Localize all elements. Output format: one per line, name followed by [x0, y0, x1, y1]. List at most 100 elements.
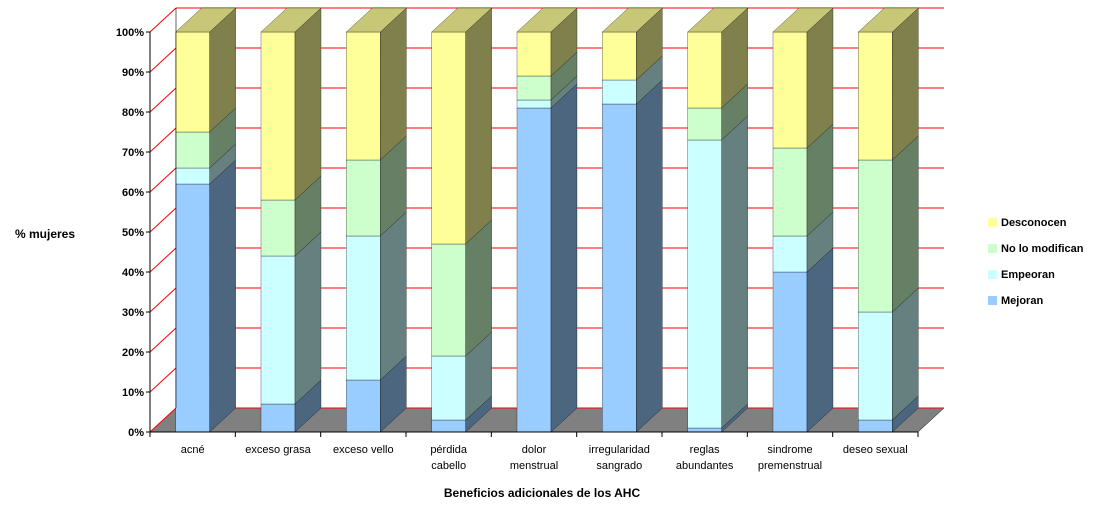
y-tick-label: 80%: [122, 107, 144, 119]
bar-top: [857, 7, 919, 33]
bar-side: [636, 79, 663, 433]
gridline-side: [149, 127, 177, 153]
bar-segment: [687, 115, 748, 429]
gridline-side: [149, 7, 177, 33]
legend-swatch: [988, 270, 997, 279]
bar-front: [431, 31, 466, 245]
bar-segment: [772, 123, 834, 237]
legend-swatch: [988, 244, 997, 253]
bar-segment: [602, 55, 663, 105]
y-tick-label: 10%: [122, 387, 144, 399]
bar-front: [516, 99, 552, 109]
x-tick-label-line: sindrome: [767, 444, 812, 456]
bar-side: [892, 135, 919, 313]
bar-front: [346, 31, 381, 161]
gridline-side: [149, 247, 177, 273]
bar-front: [346, 235, 381, 381]
legend-label: Desconocen: [1001, 217, 1067, 229]
bar-side: [806, 247, 834, 433]
bar-side: [550, 83, 578, 433]
bar-front: [687, 107, 722, 141]
bar-side: [209, 159, 236, 433]
gridline-side: [149, 327, 177, 353]
bar-segment: [858, 135, 919, 313]
bar-front: [602, 31, 637, 81]
bar-top: [772, 7, 834, 33]
bar-front: [260, 199, 296, 257]
x-tick-label-line: sangrado: [596, 460, 642, 472]
bar-side: [380, 211, 407, 381]
gridline-side: [149, 47, 177, 73]
bar-segment: [431, 219, 492, 357]
x-tick-label-line: acné: [181, 444, 205, 456]
bar-stack: [431, 7, 493, 433]
y-tick-label: 50%: [122, 227, 144, 239]
bar-segment: [772, 247, 834, 433]
bars: [175, 7, 919, 433]
bar-segment: [602, 79, 663, 433]
bar-top: [260, 7, 322, 33]
bar-front: [175, 183, 210, 433]
x-tick-label: reglas abundantes: [676, 444, 734, 472]
bar-front: [516, 75, 552, 101]
gridline-side: [149, 407, 177, 433]
bar-front: [175, 31, 210, 133]
bar-segment: [687, 7, 748, 109]
x-tick-label-line: abundantes: [676, 460, 734, 472]
bar-front: [772, 31, 808, 149]
x-tick-label-line: pérdida: [430, 444, 468, 456]
legend-swatch: [988, 218, 997, 227]
bar-top: [431, 7, 493, 33]
y-tick-label: 30%: [122, 307, 144, 319]
x-tick-label-line: reglas: [690, 444, 720, 456]
bar-front: [260, 31, 296, 201]
x-tick-label: dolor menstrual: [510, 444, 558, 472]
bar-front: [516, 31, 552, 77]
bar-side: [294, 231, 322, 405]
bar-segment: [346, 135, 407, 237]
x-tick-label-line: cabello: [431, 460, 466, 472]
bar-top: [345, 7, 407, 33]
y-tick-label: 90%: [122, 67, 144, 79]
bar-front: [687, 31, 722, 109]
bar-segment: [260, 379, 322, 433]
bar-front: [431, 419, 466, 433]
bar-stack: [345, 7, 407, 433]
x-tick-label-line: exceso vello: [333, 444, 394, 456]
bar-front: [772, 147, 808, 237]
y-tick-label: 20%: [122, 347, 144, 359]
bar-stack: [175, 7, 237, 433]
x-tick-label: exceso vello: [333, 444, 394, 456]
gridline-side: [149, 87, 177, 113]
bar-segment: [858, 287, 919, 421]
gridline-side: [149, 287, 177, 313]
bar-segment: [346, 355, 407, 433]
bar-stack: [601, 7, 663, 433]
bar-segment: [772, 7, 834, 149]
x-tick-label-line: menstrual: [510, 460, 558, 472]
bar-segment: [346, 7, 407, 161]
bar-stack: [260, 7, 322, 433]
bar-front: [772, 235, 808, 273]
legend-label: Mejoran: [1001, 295, 1043, 307]
legend-item: Desconocen: [988, 217, 1067, 229]
bar-segment: [516, 7, 578, 77]
legend-item: No lo modifican: [988, 243, 1084, 255]
bar-top: [175, 7, 237, 33]
x-tick-label: exceso grasa: [245, 444, 311, 456]
y-tick-label: 100%: [116, 27, 144, 39]
bar-segment: [260, 7, 322, 201]
bar-segment: [175, 107, 236, 169]
y-tick-labels: 0% 10% 20% 30% 40% 50% 60% 70% 80% 90% 100%: [116, 27, 144, 439]
axes: [146, 8, 919, 437]
bar-front: [687, 427, 722, 433]
bar-front: [858, 311, 893, 421]
bar-front: [346, 379, 381, 433]
legend-item: Empeoran: [988, 269, 1055, 281]
x-tick-label: sindrome premenstrual: [758, 444, 822, 472]
bar-segment: [687, 83, 748, 141]
y-tick-label: 40%: [122, 267, 144, 279]
bar-segment: [260, 175, 322, 257]
bar-stack: [857, 7, 919, 433]
